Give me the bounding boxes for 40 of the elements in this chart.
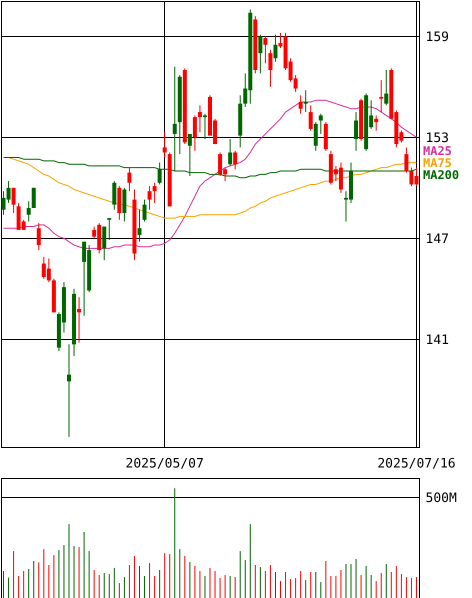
- candlestick: [112, 180, 116, 210]
- series-label: MA75: [423, 156, 452, 170]
- x-tick-label: 2025/05/07: [126, 456, 204, 472]
- candlestick: [36, 222, 41, 251]
- candlestick: [384, 70, 388, 106]
- candlestick: [152, 182, 157, 204]
- candlestick: [314, 122, 318, 152]
- candlestick: [127, 167, 132, 192]
- candlestick: [122, 187, 126, 222]
- candlestick: [273, 34, 278, 62]
- candlestick: [148, 186, 152, 210]
- candlestick: [298, 94, 303, 114]
- candlestick: [137, 209, 142, 242]
- candlestick: [192, 114, 197, 152]
- candlestick: [142, 199, 147, 222]
- candlestick: [12, 187, 16, 214]
- x-tick-label: 2025/07/16: [377, 456, 456, 472]
- y-tick-label: 159: [426, 30, 449, 45]
- candlestick: [66, 344, 71, 438]
- candlestick: [102, 226, 106, 261]
- candlestick: [404, 146, 408, 174]
- candlestick: [162, 132, 167, 158]
- candlestick: [354, 112, 358, 152]
- y-tick-label: 500M: [426, 490, 457, 506]
- candlestick: [233, 150, 238, 170]
- y-tick-label: 141: [426, 332, 449, 348]
- series-label: MA25: [423, 144, 452, 158]
- candlestick: [308, 104, 313, 132]
- candlestick: [268, 49, 272, 88]
- series-label: MA200: [423, 168, 460, 182]
- y-tick-label: 147: [426, 232, 449, 247]
- candlestick: [107, 218, 112, 240]
- candlestick: [77, 296, 82, 344]
- y-tick-label: 153: [426, 130, 449, 146]
- candlestick: [26, 200, 31, 222]
- candlestick: [263, 36, 268, 64]
- candlestick: [318, 113, 323, 134]
- candlestick: [198, 104, 202, 133]
- candlestick: [228, 138, 232, 166]
- candlestick: [258, 34, 262, 74]
